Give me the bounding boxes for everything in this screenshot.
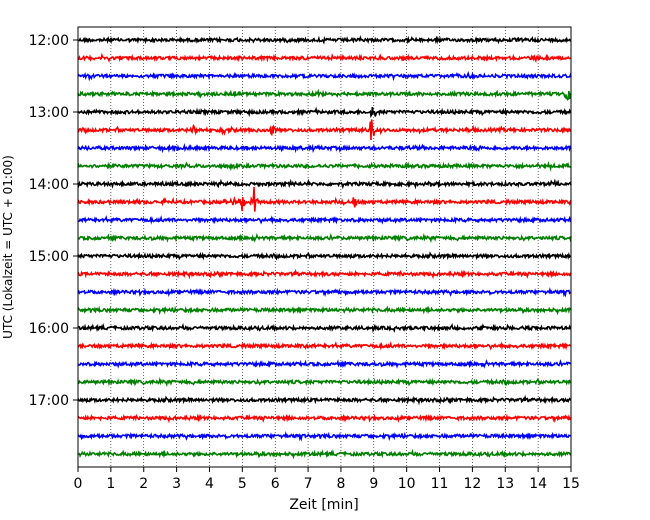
x-tick-label: 7 (304, 476, 313, 492)
x-tick-label: 10 (398, 476, 416, 492)
y-tick-label: 17:00 (29, 393, 69, 409)
trace-1230 (77, 70, 572, 82)
x-axis-title: Zeit [min] (289, 497, 358, 513)
traces (77, 34, 572, 460)
trace-1515 (77, 268, 572, 280)
x-tick-label: 13 (496, 476, 514, 492)
y-tick-label: 15:00 (29, 249, 69, 265)
trace-1445 (77, 232, 572, 244)
x-tick-label: 8 (336, 476, 345, 492)
y-tick-label: 14:00 (29, 177, 69, 193)
trace-1315 (77, 119, 572, 141)
trace-1245 (77, 88, 572, 101)
y-tick-label: 16:00 (29, 321, 69, 337)
x-tick-label: 5 (238, 476, 247, 492)
trace-1500 (77, 251, 572, 261)
trace-1415 (77, 186, 572, 212)
x-tick-label: 2 (139, 476, 148, 492)
trace-1300 (77, 106, 572, 119)
y-axis: 12:00 13:00 14:00 15:00 16:00 17:00 (29, 33, 78, 409)
trace-1345 (77, 161, 572, 172)
trace-1330 (77, 143, 572, 154)
trace-1600 (77, 322, 572, 334)
y-axis-title: UTC (Lokalzeit = UTC + 01:00) (1, 155, 15, 339)
y-tick-label: 13:00 (29, 105, 69, 121)
trace-1215 (77, 52, 572, 63)
trace-1615 (77, 340, 572, 351)
trace-1645 (77, 376, 572, 388)
trace-1700 (77, 394, 572, 406)
x-tick-label: 0 (74, 476, 83, 492)
trace-1400 (77, 178, 572, 190)
x-tick-label: 3 (172, 476, 181, 492)
x-tick-label: 6 (271, 476, 280, 492)
trace-1745 (77, 448, 572, 460)
trace-1730 (77, 430, 572, 442)
x-tick-label: 15 (562, 476, 580, 492)
x-tick-label: 11 (431, 476, 449, 492)
x-tick-label: 12 (463, 476, 481, 492)
x-tick-label: 14 (529, 476, 547, 492)
trace-1200 (77, 34, 572, 45)
x-axis: 0 1 2 3 4 5 6 7 8 9 10 11 12 13 14 15 (74, 467, 580, 492)
trace-1430 (77, 214, 572, 225)
plot-area (110, 27, 539, 467)
y-tick-label: 12:00 (29, 33, 69, 49)
trace-1630 (77, 358, 572, 369)
plot-frame (77, 26, 572, 468)
trace-1715 (77, 413, 572, 424)
trace-1530 (77, 286, 572, 298)
x-tick-label: 1 (106, 476, 115, 492)
x-tick-label: 9 (369, 476, 378, 492)
x-tick-label: 4 (205, 476, 214, 492)
trace-1545 (77, 305, 572, 316)
